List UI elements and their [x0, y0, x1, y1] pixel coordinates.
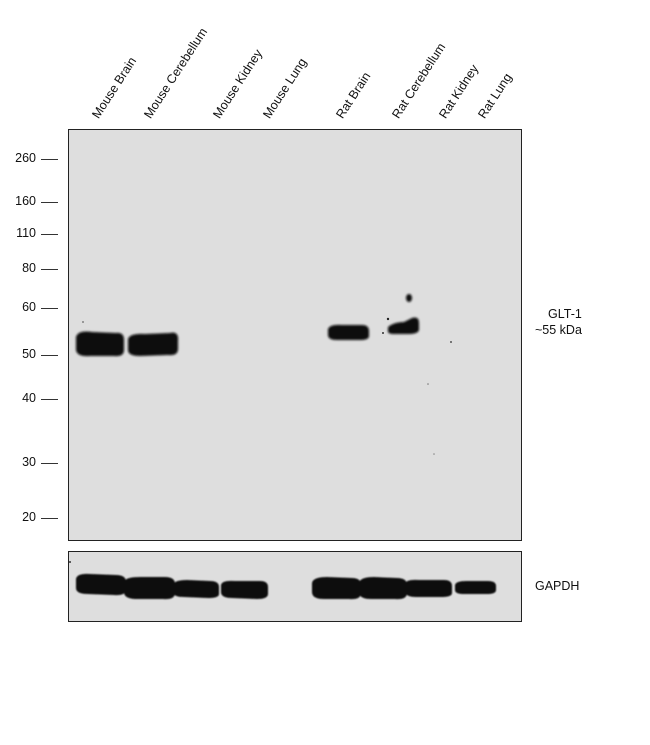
- blot-speck-3: [450, 341, 452, 343]
- band-glt1-rat-cerebellum: [387, 317, 419, 334]
- mw-label-80: 80: [22, 261, 36, 275]
- mw-tick-110: [41, 234, 58, 235]
- band-gapdh-mouse-cerebellum: [124, 577, 175, 600]
- glt1-label-line2: ~55 kDa: [535, 323, 582, 337]
- blot-speck-1: [386, 317, 390, 321]
- band-gapdh-mouse-kidney: [173, 580, 219, 598]
- glt1-label-line1: GLT-1: [548, 307, 582, 321]
- mw-label-40: 40: [22, 391, 36, 405]
- mw-tick-60: [41, 308, 58, 309]
- blot-speck-6: [82, 321, 84, 323]
- band-glt1-mouse-cerebellum: [128, 332, 179, 356]
- blot-spot-rat-cerebellum: [406, 294, 412, 302]
- band-gapdh-rat-lung: [455, 581, 496, 594]
- band-glt1-rat-brain: [328, 324, 369, 340]
- mw-tick-40: [41, 399, 58, 400]
- mw-label-110: 110: [16, 226, 36, 240]
- mw-label-60: 60: [22, 300, 36, 314]
- mw-label-160: 160: [15, 194, 36, 208]
- mw-label-260: 260: [15, 151, 36, 165]
- band-gapdh-mouse-lung: [221, 580, 268, 599]
- gapdh-speck: [69, 561, 71, 563]
- band-gapdh-rat-brain: [312, 577, 361, 600]
- mw-label-30: 30: [22, 455, 36, 469]
- mw-tick-30: [41, 463, 58, 464]
- mw-tick-80: [41, 269, 58, 270]
- blot-speck-4: [427, 383, 429, 385]
- mw-tick-20: [41, 518, 58, 519]
- band-glt1-mouse-brain: [76, 331, 124, 357]
- gapdh-label: GAPDH: [535, 579, 580, 593]
- band-gapdh-rat-kidney: [405, 579, 452, 597]
- mw-label-50: 50: [22, 347, 36, 361]
- glt1-target-label: GLT-1 ~55 kDa: [535, 306, 582, 338]
- mw-tick-260: [41, 159, 58, 160]
- band-gapdh-mouse-brain: [76, 573, 126, 596]
- mw-tick-160: [41, 202, 58, 203]
- blot-speck-2: [382, 332, 384, 334]
- band-gapdh-rat-cerebellum: [359, 577, 407, 600]
- mw-tick-50: [41, 355, 58, 356]
- blot-speck-5: [433, 453, 435, 455]
- main-blot-membrane: [68, 129, 522, 541]
- mw-label-20: 20: [22, 510, 36, 524]
